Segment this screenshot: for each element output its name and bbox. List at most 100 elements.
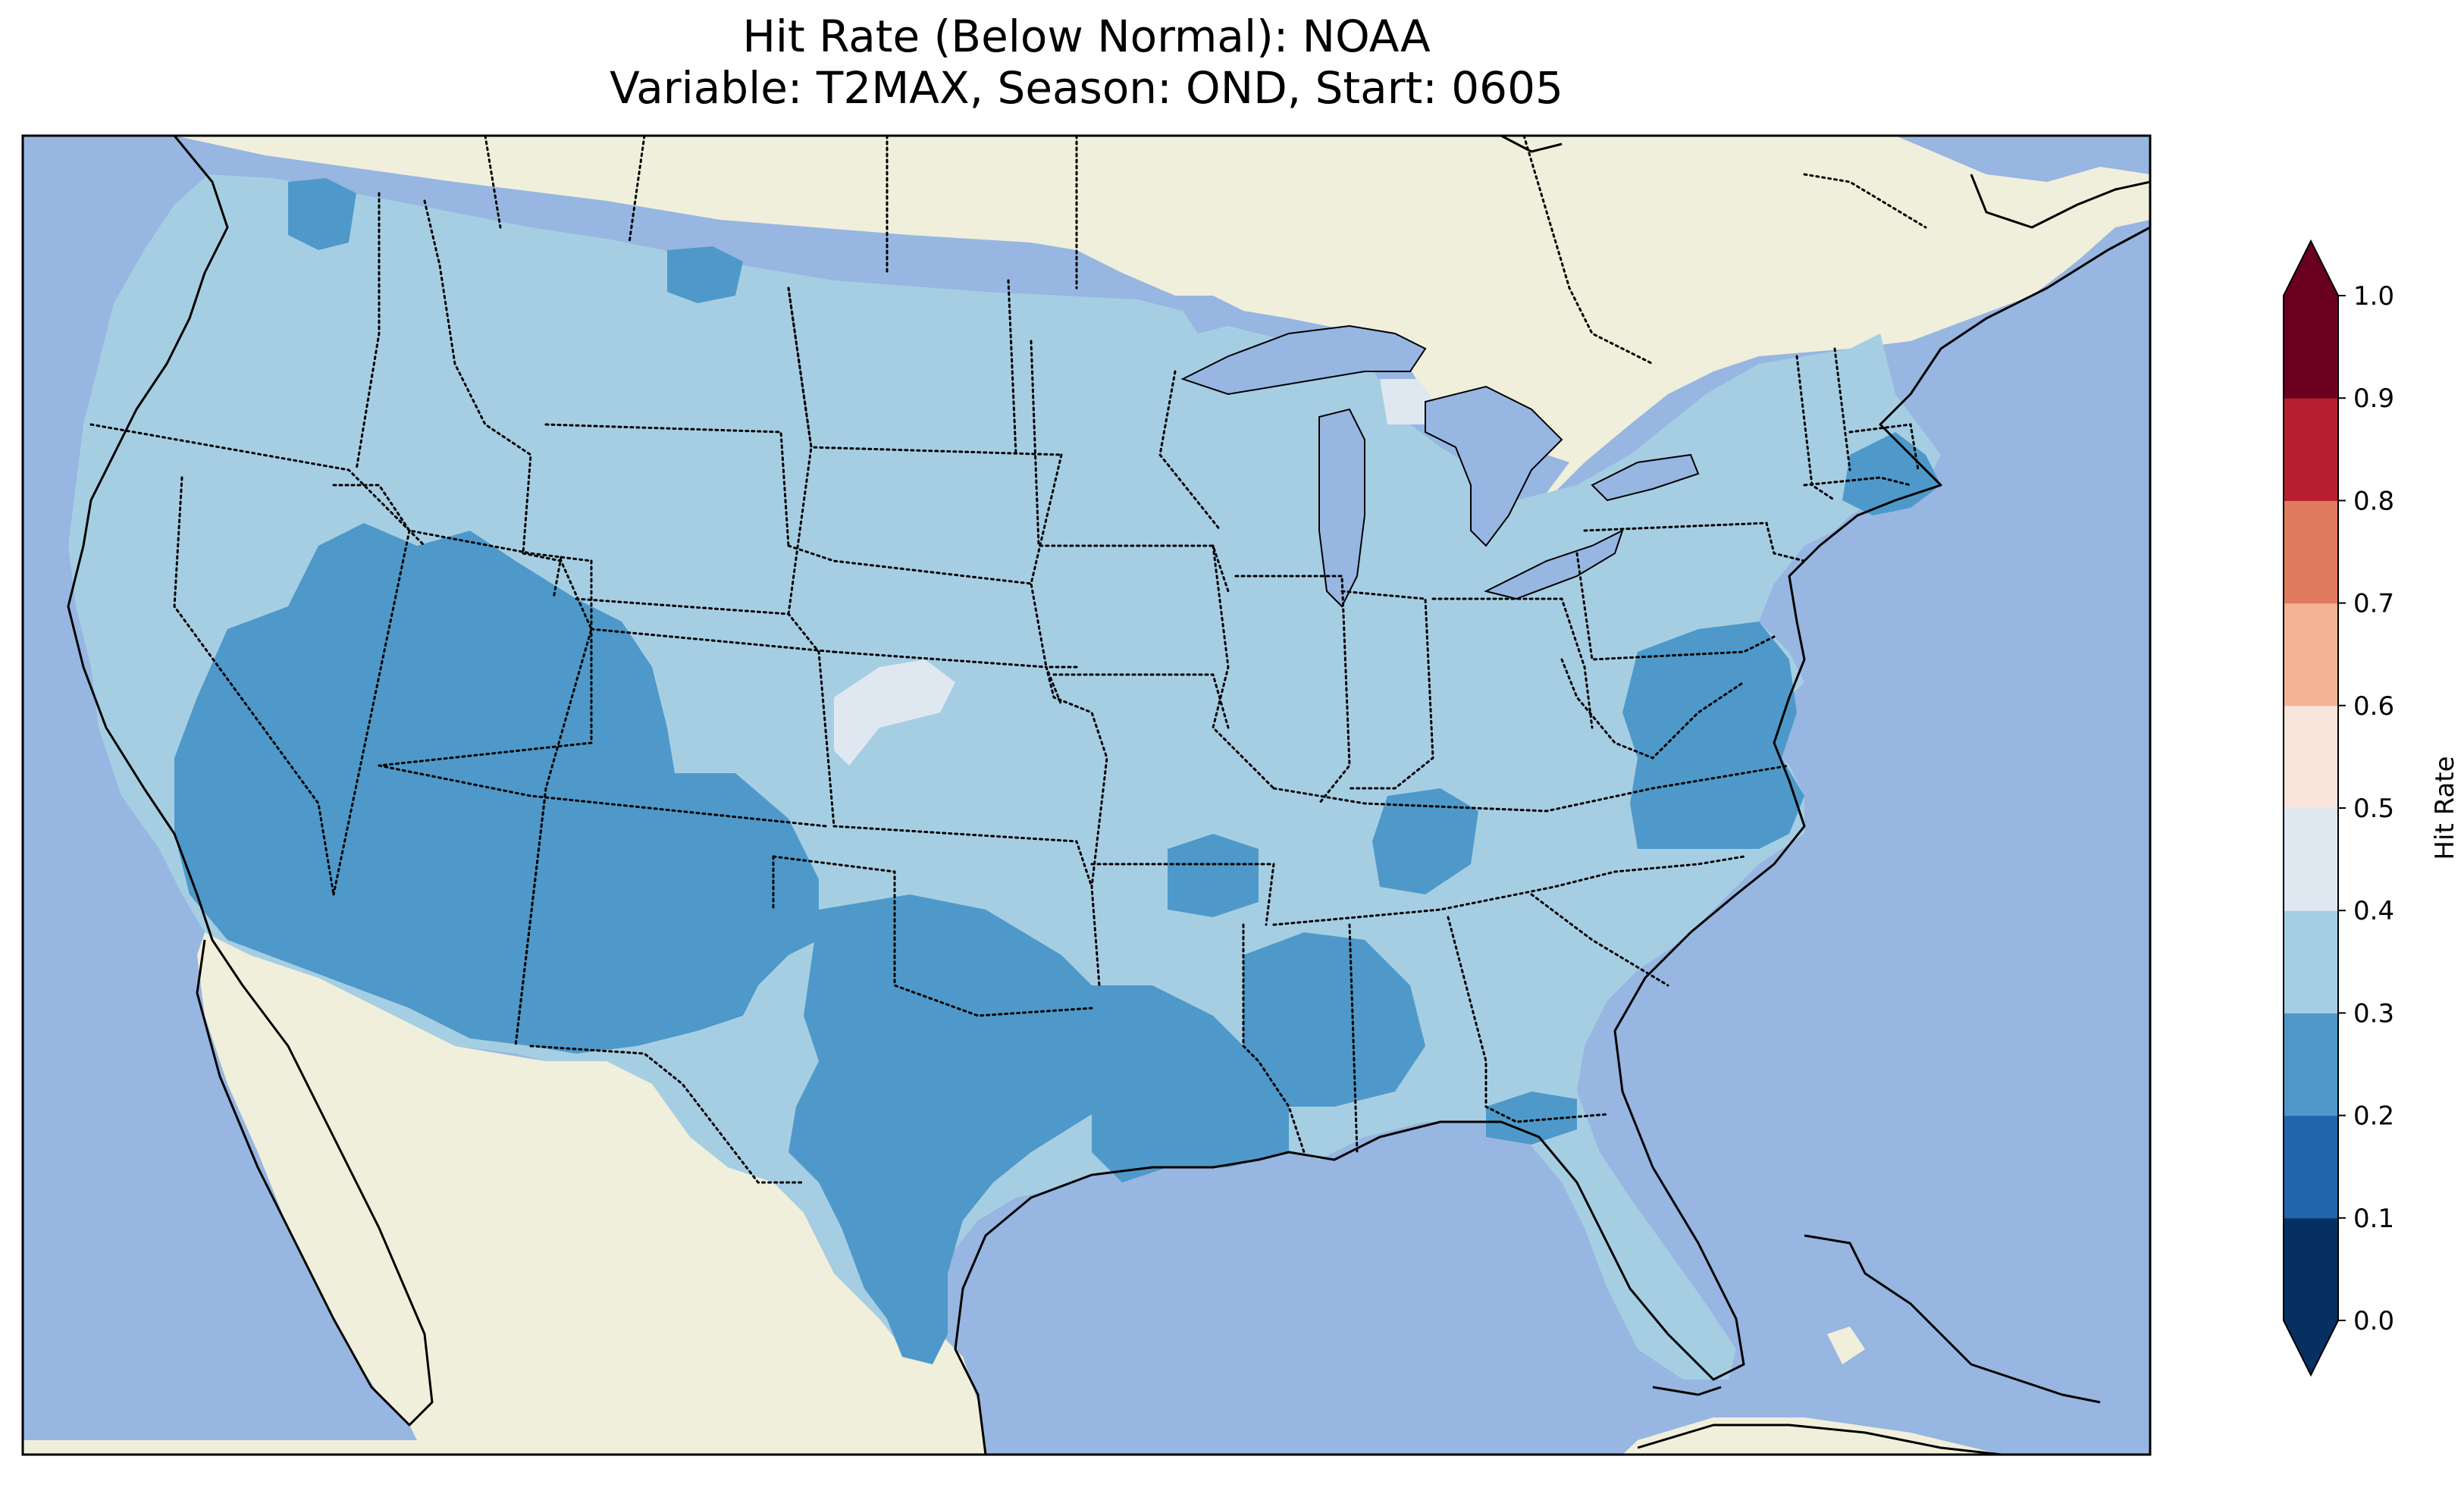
- state-border-line: [772, 855, 1093, 1017]
- state-border-line: [1530, 893, 1669, 987]
- cuba-land: [1622, 1417, 2002, 1455]
- state-border-line: [1045, 666, 1108, 987]
- field-patch-arkansas: [1168, 834, 1259, 917]
- field-patch-georgia: [1486, 1092, 1577, 1145]
- lake-superior: [1180, 324, 1427, 396]
- baja-california-land: [197, 932, 425, 1425]
- colorbar-tick-label: 0.3: [2353, 998, 2394, 1029]
- colorbar-tick-label: 0.9: [2353, 384, 2394, 414]
- colorbar-tick-label: 0.6: [2353, 691, 2394, 722]
- colorbar-tick-label: 0.7: [2353, 589, 2394, 619]
- coastline-west: [67, 136, 434, 1427]
- field-patch-mississippi: [1243, 932, 1425, 1107]
- state-border-line: [787, 287, 1063, 456]
- field-patch-washington: [288, 178, 356, 250]
- colorbar-segment: [2284, 500, 2338, 604]
- coastline-cuba: [1637, 1424, 2002, 1455]
- colorbar-tick-label: 0.1: [2353, 1204, 2394, 1234]
- state-border-line: [590, 628, 835, 653]
- state-border-line: [1575, 552, 1776, 661]
- state-border-line: [1272, 855, 1745, 926]
- great-lakes: [1180, 324, 1700, 608]
- coastline-canada-east: [1970, 174, 2150, 229]
- state-border-line: [787, 544, 1033, 585]
- colorbar-segment: [2284, 1013, 2338, 1117]
- state-border-line: [1052, 673, 1230, 729]
- colorbar-tick-label: 1.0: [2353, 281, 2394, 312]
- lake-huron: [1425, 385, 1563, 547]
- state-border-line: [423, 199, 532, 555]
- state-border-line: [1234, 575, 1351, 805]
- map-frame: [21, 134, 2152, 1456]
- state-border-line: [1803, 476, 1912, 487]
- lake-ontario: [1591, 453, 1700, 502]
- state-border-line: [1030, 340, 1230, 593]
- province-border-line: [1522, 136, 1654, 365]
- field-patch-kansas-colorado: [834, 659, 955, 766]
- map-panel: [23, 136, 2150, 1455]
- field-patch-mid-atlantic: [1622, 622, 1804, 849]
- coastline-canada-hudson: [1500, 136, 1563, 153]
- state-border-line: [378, 764, 828, 828]
- state-border-line: [1848, 423, 1920, 471]
- state-border-line: [1090, 863, 1275, 926]
- state-border-line: [1158, 370, 1222, 532]
- field-patch-kentucky: [1372, 788, 1478, 894]
- colorbar-tick-label: 0.0: [2353, 1306, 2394, 1336]
- colorbar-segment: [2284, 296, 2338, 399]
- state-border-line: [1560, 658, 1745, 760]
- state-border-line: [514, 787, 547, 1048]
- colorbar-extend-under: [2284, 1320, 2338, 1375]
- state-border-line: [832, 825, 1093, 888]
- province-border-line: [484, 136, 502, 229]
- colorbar-tick-label: 0.4: [2353, 896, 2394, 926]
- state-border-line: [529, 1045, 805, 1184]
- colorbar: 0.0 0.1 0.2 0.3 0.4 0.5 0.6 0.7 0.8 0.9 1.0 Hit Rat…: [2283, 239, 2460, 1377]
- state-border-line: [1447, 916, 1609, 1123]
- state-border-line: [1272, 764, 1791, 813]
- colorbar-tick-label: 0.2: [2353, 1101, 2394, 1132]
- state-border-line: [1833, 347, 1851, 471]
- colorbar-tick-label: 0.5: [2353, 794, 2394, 824]
- coastline-florida-keys: [1652, 1386, 1722, 1396]
- state-border-line: [1340, 590, 1434, 790]
- field-patch-southwest: [174, 523, 819, 1054]
- colorbar-segment: [2284, 1217, 2338, 1321]
- state-borders: [89, 136, 1927, 1184]
- state-border-line: [1030, 453, 1063, 669]
- field-patch-montana: [667, 246, 743, 303]
- colorbar-extend-over: [2284, 241, 2338, 296]
- state-border-line: [1348, 923, 1359, 1154]
- state-border-line: [173, 476, 335, 896]
- state-border-line: [1431, 597, 1594, 729]
- state-border-line: [1212, 544, 1275, 790]
- title-line-1: Hit Rate (Below Normal): NOAA: [742, 11, 1431, 62]
- mexico-land: [23, 932, 986, 1455]
- state-border-line: [1242, 923, 1306, 1154]
- state-border-line: [575, 597, 835, 828]
- colorbar-label: Hit Rate: [2430, 756, 2460, 860]
- state-border-line: [332, 529, 411, 896]
- coastlines: [67, 136, 2150, 1455]
- state-border-line: [552, 556, 563, 600]
- coastline-gulf: [954, 226, 2150, 1455]
- map-title: Hit Rate (Below Normal): NOAA Variable: …: [23, 11, 2150, 114]
- province-border-line: [1803, 173, 1927, 229]
- field-patch-new-england: [1842, 432, 1941, 515]
- bahamas-island: [1827, 1326, 1865, 1364]
- province-border-line: [628, 136, 646, 244]
- land-layer: [23, 136, 2150, 1455]
- state-border-line: [544, 423, 790, 547]
- state-border-line: [355, 192, 381, 471]
- canada-land: [174, 136, 2150, 599]
- colorbar-tick-label: 0.8: [2353, 486, 2394, 516]
- colorbar-segment: [2284, 705, 2338, 809]
- colorbar-segment: [2284, 398, 2338, 501]
- state-border-line: [89, 423, 426, 547]
- coastline-bahamas: [1804, 1234, 2101, 1404]
- state-border-line: [1007, 279, 1017, 456]
- lake-erie: [1484, 529, 1624, 600]
- colorbar-segment: [2284, 603, 2338, 706]
- colorbar-segment: [2284, 1115, 2338, 1219]
